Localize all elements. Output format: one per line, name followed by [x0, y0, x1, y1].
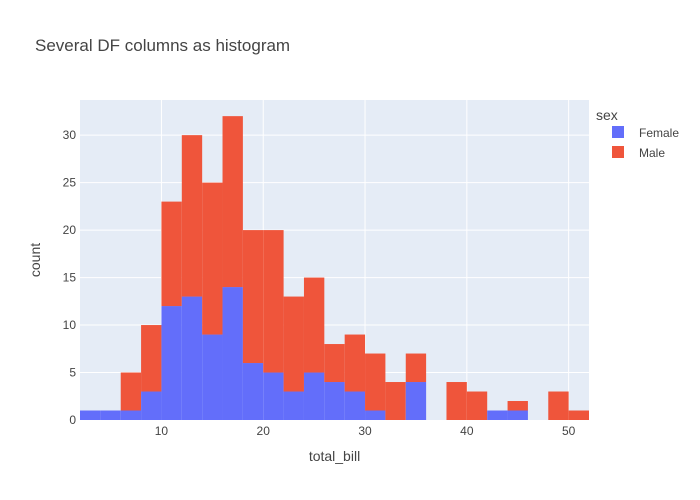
- x-tick-label: 30: [358, 424, 372, 438]
- x-tick-label: 40: [460, 424, 474, 438]
- x-tick-label: 10: [155, 424, 169, 438]
- x-tick-label: 20: [257, 424, 271, 438]
- bar-male[interactable]: [161, 201, 182, 307]
- bar-male[interactable]: [405, 353, 427, 383]
- y-tick-label: 25: [63, 176, 77, 190]
- chart-title: Several DF columns as histogram: [35, 36, 290, 55]
- bar-male[interactable]: [548, 391, 569, 420]
- bar-female[interactable]: [507, 410, 528, 420]
- legend-item-male[interactable]: Male: [612, 146, 665, 160]
- bar-female[interactable]: [181, 296, 203, 420]
- bar-female[interactable]: [283, 391, 304, 420]
- legend-swatch-male: [612, 146, 624, 158]
- y-tick-label: 0: [69, 413, 76, 427]
- bar-male[interactable]: [365, 353, 386, 411]
- bar-female[interactable]: [405, 382, 427, 420]
- bar-female[interactable]: [242, 363, 264, 420]
- y-axis-title: count: [27, 243, 43, 277]
- legend-swatch-female: [612, 126, 624, 138]
- bar-male[interactable]: [242, 230, 264, 364]
- bar-male[interactable]: [141, 325, 162, 392]
- bar-male[interactable]: [324, 344, 345, 383]
- legend: sex Female Male: [596, 107, 679, 160]
- bar-female[interactable]: [487, 410, 508, 420]
- bar-female[interactable]: [161, 306, 182, 420]
- bar-male[interactable]: [303, 277, 325, 373]
- y-tick-label: 5: [69, 366, 76, 380]
- bar-female[interactable]: [80, 410, 101, 420]
- bar-female[interactable]: [202, 334, 223, 420]
- bar-male[interactable]: [263, 230, 284, 373]
- bar-female[interactable]: [120, 410, 142, 420]
- bar-male[interactable]: [446, 382, 467, 420]
- y-tick-label: 20: [63, 223, 77, 237]
- bar-male[interactable]: [120, 372, 142, 411]
- x-axis-title: total_bill: [309, 448, 360, 464]
- bar-female[interactable]: [324, 382, 345, 420]
- legend-label-male: Male: [639, 146, 665, 160]
- bar-male[interactable]: [202, 182, 223, 335]
- legend-item-female[interactable]: Female: [612, 126, 679, 140]
- bar-female[interactable]: [222, 287, 243, 420]
- bar-male[interactable]: [385, 382, 406, 420]
- bar-male[interactable]: [568, 410, 589, 420]
- bar-male[interactable]: [283, 296, 304, 392]
- y-tick-label: 15: [63, 271, 77, 285]
- bar-male[interactable]: [222, 116, 243, 288]
- bar-female[interactable]: [303, 372, 325, 420]
- legend-title: sex: [596, 107, 618, 123]
- bar-male[interactable]: [181, 135, 203, 297]
- legend-label-female: Female: [639, 126, 679, 140]
- bar-female[interactable]: [141, 391, 162, 420]
- bar-male[interactable]: [507, 401, 528, 411]
- x-axis-ticks: 10 20 30 40 50: [155, 424, 576, 438]
- x-tick-label: 50: [562, 424, 576, 438]
- y-tick-label: 30: [63, 128, 77, 142]
- y-tick-label: 10: [63, 318, 77, 332]
- bars: [80, 116, 589, 420]
- bar-male[interactable]: [344, 334, 366, 392]
- bar-female[interactable]: [365, 410, 386, 420]
- bar-female[interactable]: [263, 372, 284, 420]
- bar-female[interactable]: [100, 410, 121, 420]
- bar-female[interactable]: [344, 391, 366, 420]
- y-axis-ticks: 0 5 10 15 20 25 30: [63, 128, 77, 427]
- bar-male[interactable]: [466, 391, 488, 420]
